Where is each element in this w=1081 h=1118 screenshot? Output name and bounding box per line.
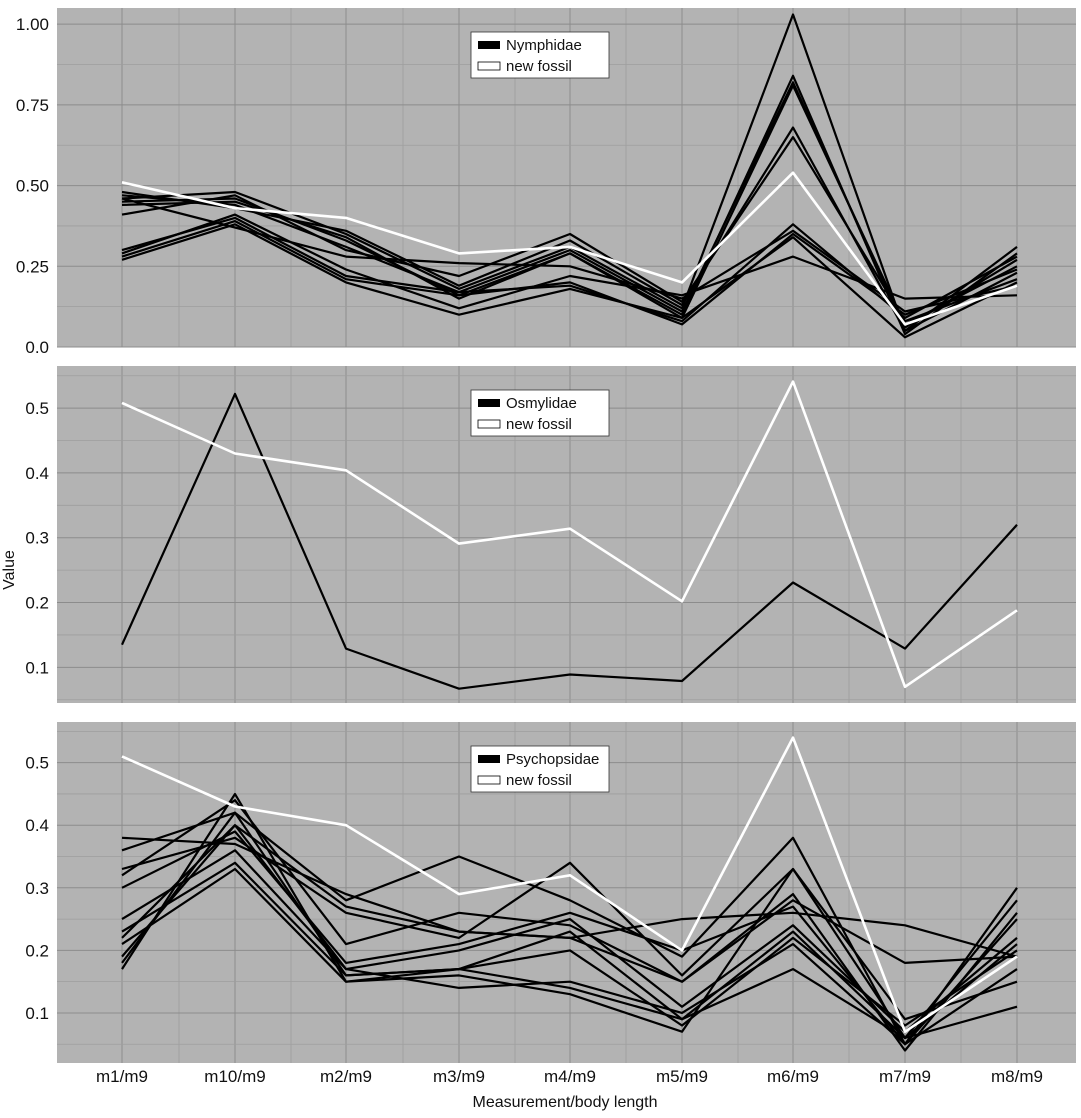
series-line-psychopsidae-3 xyxy=(121,836,1018,1040)
legend-label: new fossil xyxy=(506,416,572,433)
legend-swatch xyxy=(477,61,501,71)
series-line-nymphidae-11 xyxy=(121,197,1018,313)
chart-panel-3: 0.1 0.2 0.3 0.4 0.5 Psychopsidae new fossil xyxy=(25,722,1076,1063)
x-tick-label: m1/m9 xyxy=(96,1067,148,1086)
legend-swatch xyxy=(477,775,501,785)
series-line-nymphidae-9 xyxy=(121,223,1018,339)
x-axis-title: Measurement/body length xyxy=(473,1094,658,1111)
legend-swatch xyxy=(478,41,500,49)
y-tick-label: 0.5 xyxy=(25,399,49,418)
y-tick-label: 0.3 xyxy=(25,879,49,898)
legend-label: new fossil xyxy=(506,58,572,75)
legend-label: new fossil xyxy=(506,772,572,789)
legend: Osmylidae new fossil xyxy=(470,389,610,437)
series-line-psychopsidae-2 xyxy=(121,811,1018,1046)
y-tick-label: 0.3 xyxy=(25,529,49,548)
series-line-nymphidae-6 xyxy=(121,136,1018,323)
series-line-new-fossil xyxy=(121,171,1018,326)
series-line-psychopsidae-12 xyxy=(121,824,1018,983)
series-line-new-fossil xyxy=(121,380,1018,689)
y-tick-label: 0.2 xyxy=(25,594,49,613)
y-tick-label: 0.2 xyxy=(25,941,49,960)
x-tick-label: m5/m9 xyxy=(656,1067,708,1086)
x-tick-label: m10/m9 xyxy=(204,1067,265,1086)
legend-swatch xyxy=(477,419,501,429)
y-axis-title: Value xyxy=(1,550,18,590)
series-line-psychopsidae-7 xyxy=(121,861,1018,1040)
chart-panel-2: 0.1 0.2 0.3 0.4 0.5 Osmylidae new fossil xyxy=(25,366,1076,703)
series-line-psychopsidae-10 xyxy=(121,811,1018,1040)
series-line-psychopsidae-11 xyxy=(121,792,1018,1033)
legend-swatch xyxy=(478,399,500,407)
x-tick-label: m2/m9 xyxy=(320,1067,372,1086)
legend: Nymphidae new fossil xyxy=(470,31,610,79)
y-tick-label: 0.50 xyxy=(16,177,49,196)
y-tick-label: 0.25 xyxy=(16,257,49,276)
legend-label: Psychopsidae xyxy=(506,751,599,768)
series-line-nymphidae-5 xyxy=(121,126,1018,332)
x-tick-label: m6/m9 xyxy=(767,1067,819,1086)
x-tick-label: m4/m9 xyxy=(544,1067,596,1086)
y-tick-label: 0.75 xyxy=(16,96,49,115)
legend-swatch xyxy=(478,755,500,763)
y-tick-label: 0.1 xyxy=(25,1004,49,1023)
series-line-nymphidae-8 xyxy=(121,220,1018,326)
y-tick-label: 0.0 xyxy=(25,338,49,357)
y-tick-label: 1.00 xyxy=(16,15,49,34)
x-tick-label: m8/m9 xyxy=(991,1067,1043,1086)
legend-label: Nymphidae xyxy=(506,37,582,54)
y-tick-label: 0.5 xyxy=(25,754,49,773)
series-line-psychopsidae-5 xyxy=(121,830,1018,1046)
y-tick-label: 0.4 xyxy=(25,464,49,483)
series-line-psychopsidae-8 xyxy=(121,867,1018,1027)
series-line-new-fossil xyxy=(121,736,1018,1033)
chart-panel-1: 0.0 0.25 0.50 0.75 1.00 Nymphidae new fossil xyxy=(16,8,1076,357)
series-line-osmylidae-1 xyxy=(120,392,1018,690)
x-tick-label: m3/m9 xyxy=(433,1067,485,1086)
y-tick-label: 0.4 xyxy=(25,816,49,835)
x-tick-label: m7/m9 xyxy=(879,1067,931,1086)
y-tick-label: 0.1 xyxy=(25,658,49,677)
series-line-psychopsidae-9 xyxy=(121,824,1018,1046)
legend-label: Osmylidae xyxy=(506,395,577,412)
legend: Psychopsidae new fossil xyxy=(470,745,610,793)
